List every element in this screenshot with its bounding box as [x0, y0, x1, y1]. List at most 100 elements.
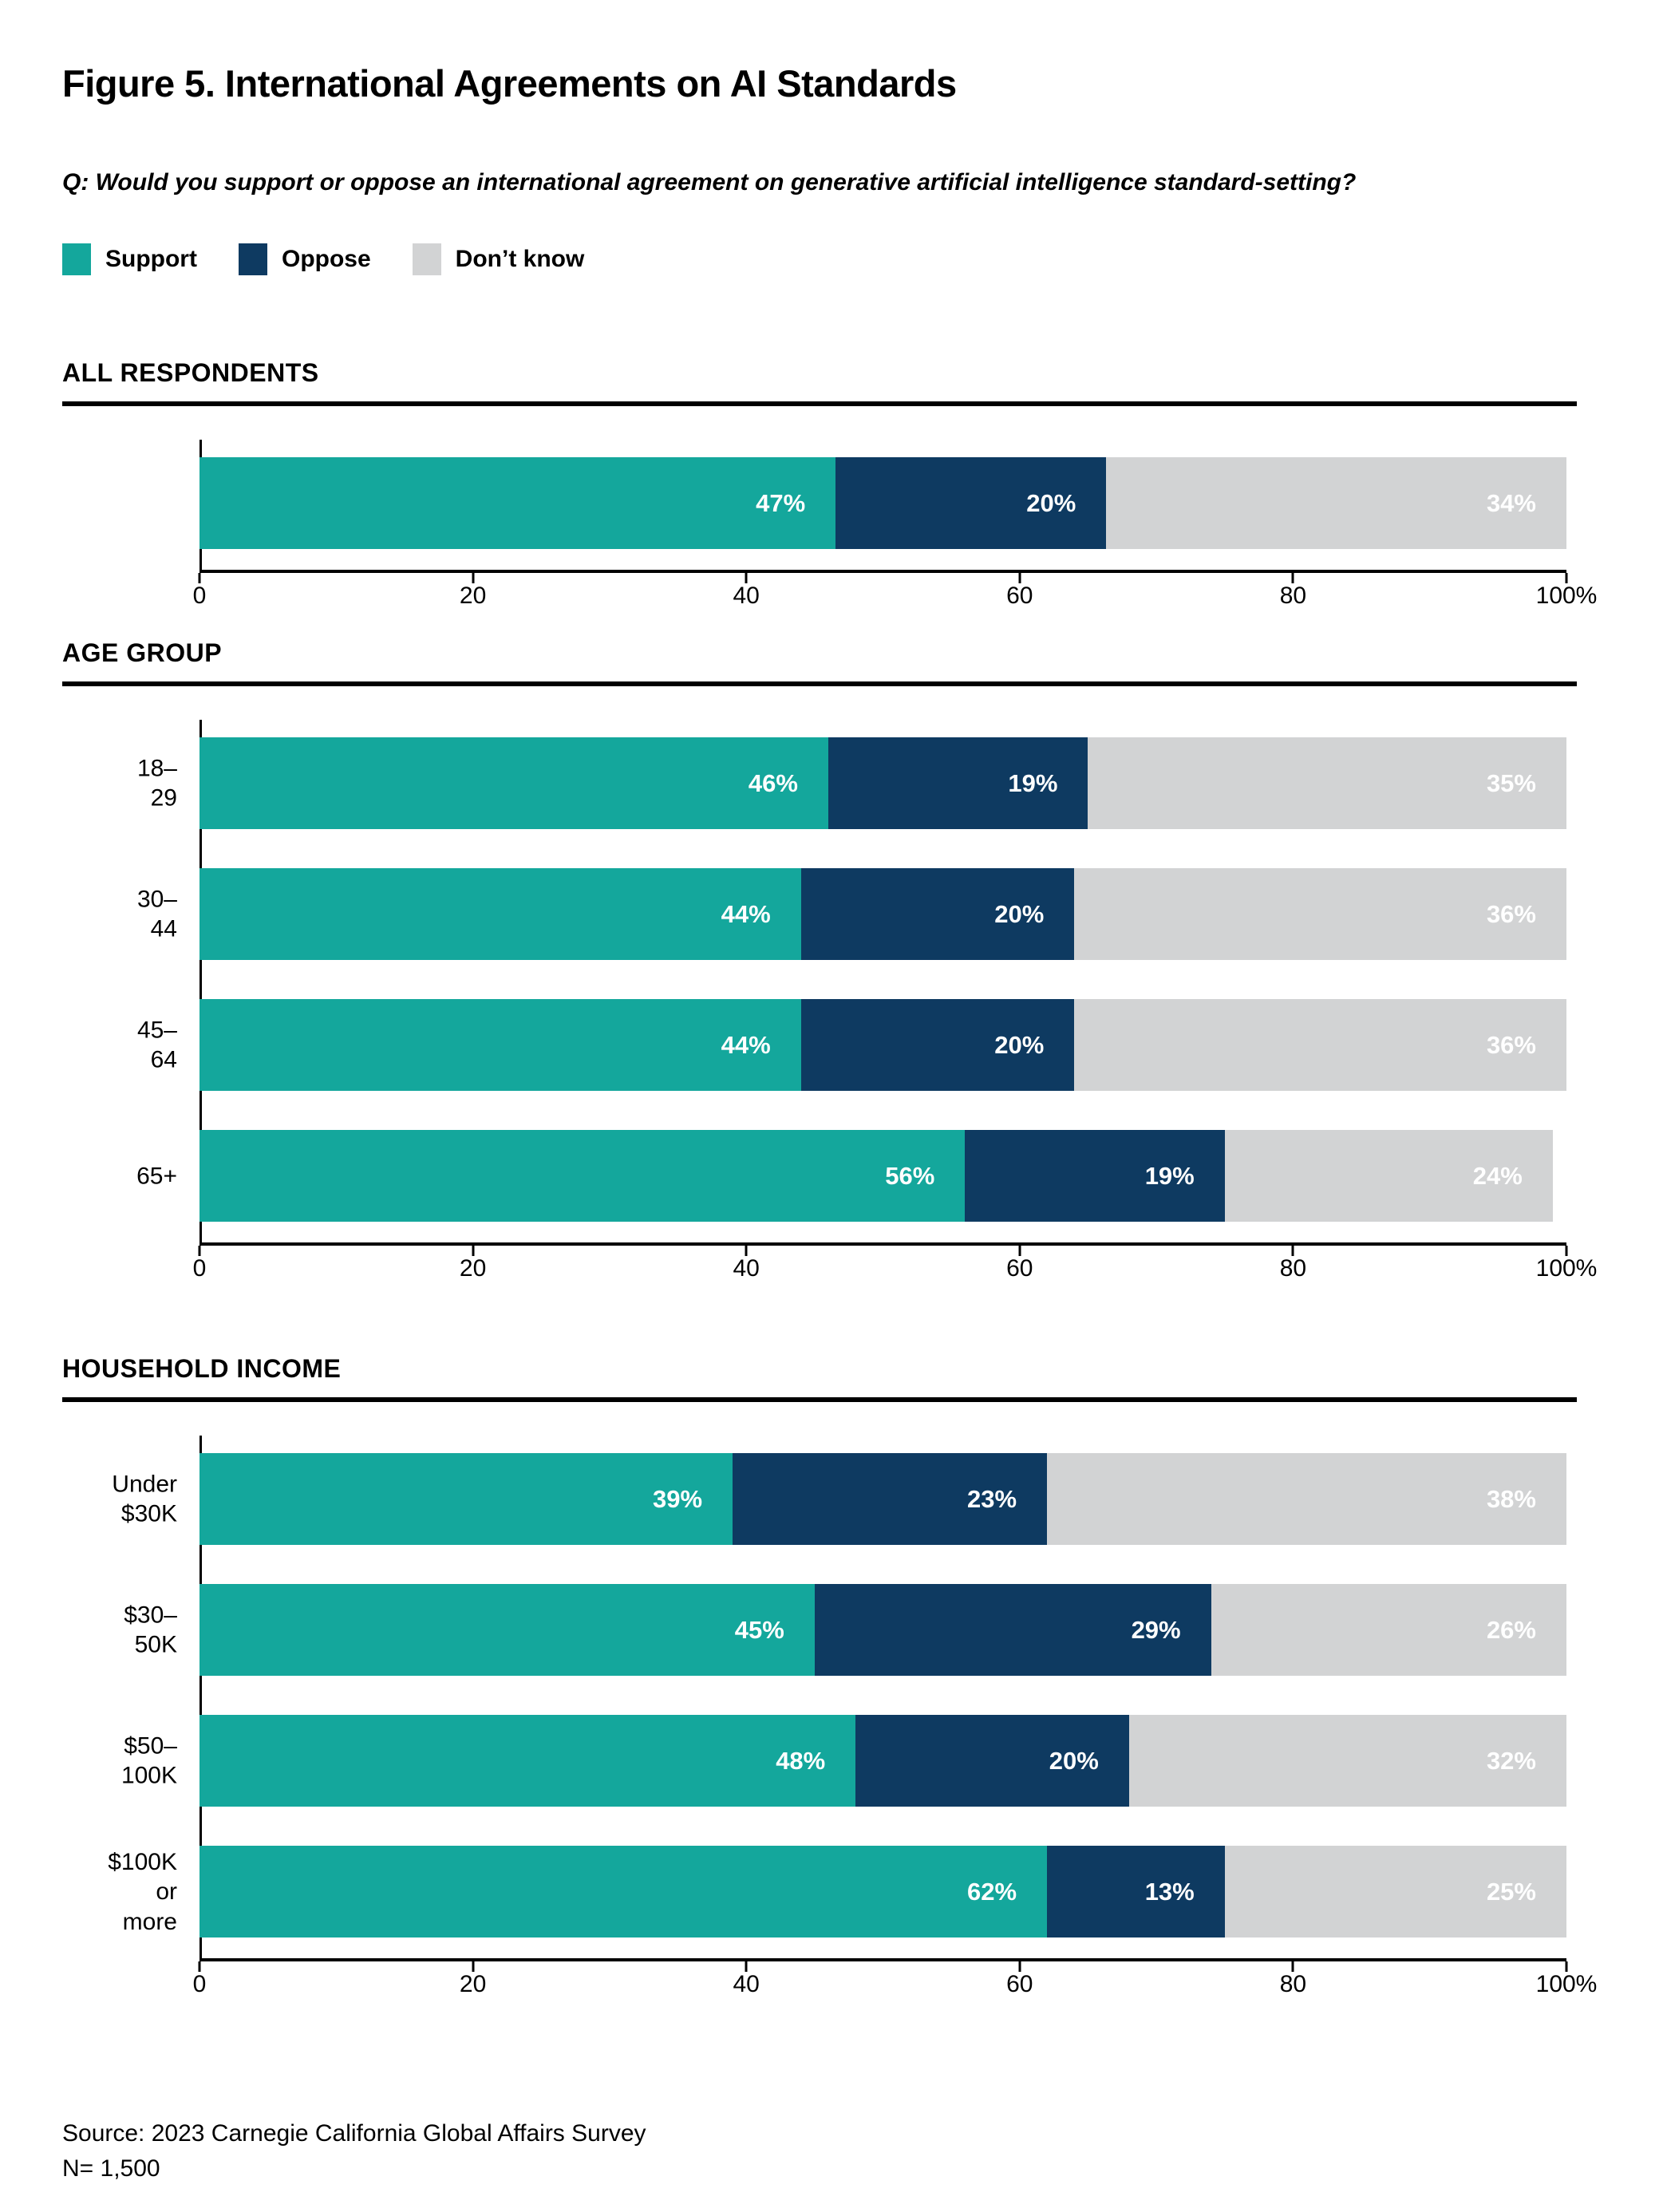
bar-segment-oppose: 20% [800, 868, 1075, 961]
axis-tick-label: 60 [1006, 1255, 1033, 1282]
x-axis [198, 1242, 1568, 1257]
axis-tick-label: 40 [733, 1971, 760, 1998]
bar-segment-don-t-know: 25% [1224, 1846, 1566, 1938]
section-all-respondents: ALL RESPONDENTS 47% 20% 34% 0 20 40 60 80 100% [62, 358, 1598, 611]
bar-segment-oppose: 20% [800, 999, 1075, 1092]
category-label: Under $30K [112, 1471, 177, 1527]
value-label: 47% [756, 488, 806, 517]
axis-tick [1291, 1246, 1294, 1257]
axis-tick-label: 80 [1279, 1971, 1307, 1998]
value-label: 26% [1486, 1615, 1536, 1644]
axis-tick [198, 573, 201, 584]
bar-row: 65+ 56% 19% 24% [136, 1130, 1566, 1223]
sample-size-text: N= 1,500 [62, 2155, 160, 2182]
bar-segment-don-t-know: 26% [1211, 1584, 1566, 1677]
axis-tick-label: 20 [459, 1255, 487, 1282]
bar-row: 47% 20% 34% [199, 457, 1566, 550]
axis-tick [745, 1246, 748, 1257]
bar-segment-support: 47% [199, 457, 836, 550]
axis-tick-labels: 0 20 40 60 80 100% [193, 583, 1598, 611]
value-label: 36% [1486, 1030, 1536, 1059]
value-label: 39% [653, 1484, 703, 1513]
value-label: 20% [1049, 1746, 1099, 1775]
legend-label-support: Support [105, 246, 197, 273]
axis-tick-label: 80 [1279, 1255, 1307, 1282]
y-axis [199, 720, 202, 1243]
legend-swatch-dont-know [412, 243, 441, 276]
axis-tick-labels: 0 20 40 60 80 100% [193, 1971, 1598, 2000]
section-rule [62, 681, 1577, 687]
bar-segment-support: 48% [199, 1715, 856, 1807]
section-header: ALL RESPONDENTS [62, 358, 319, 388]
bar-segment-don-t-know: 36% [1074, 868, 1566, 961]
bar-row: $30–50K 45% 29% 26% [124, 1584, 1566, 1677]
figure: Figure 5. International Agreements on AI… [62, 62, 1598, 2182]
axis-tick [745, 1961, 748, 1973]
bar-row: 45–64 44% 20% 36% [137, 999, 1566, 1092]
legend-label-oppose: Oppose [281, 246, 371, 273]
bar-segment-support: 44% [199, 999, 801, 1092]
bar-segment-don-t-know: 32% [1128, 1715, 1566, 1807]
category-label: $50–100K [120, 1732, 178, 1789]
bar-segment-support: 62% [199, 1846, 1048, 1938]
legend-item-support: Support [62, 243, 197, 276]
value-label: 36% [1486, 899, 1536, 928]
bar-chart: 47% 20% 34% [199, 440, 1566, 571]
category-label: 45–64 [136, 1017, 177, 1073]
value-label: 23% [967, 1484, 1017, 1513]
bar-segment-don-t-know: 35% [1088, 737, 1566, 830]
axis-tick [198, 1246, 201, 1257]
section-household-income: HOUSEHOLD INCOME Under $30K 39% 23% 38% $30–5… [62, 1354, 1598, 2000]
axis-tick-label: 0 [192, 583, 207, 610]
section-rule [62, 401, 1577, 407]
axis-tick-label: 20 [459, 1971, 487, 1998]
bar-segment-oppose: 13% [1047, 1846, 1225, 1938]
axis-tick-label: 100% [1535, 1255, 1598, 1282]
bar-segment-oppose: 29% [814, 1584, 1211, 1677]
legend-label-dont-know: Don’t know [455, 246, 585, 273]
bar-segment-support: 44% [199, 868, 801, 961]
chart-sections: ALL RESPONDENTS 47% 20% 34% 0 20 40 60 80 100% AGE… [62, 358, 1598, 2000]
value-label: 19% [1144, 1161, 1195, 1190]
bar-segment-support: 46% [199, 737, 828, 830]
bar-chart: 18–29 46% 19% 35% 30–44 44% 20% 36% 45–64 44% 20% 3… [136, 720, 1566, 1243]
axis-tick [1565, 1246, 1568, 1257]
bar-row: $50–100K 48% 20% 32% [121, 1715, 1566, 1807]
bar-segment-don-t-know: 36% [1074, 999, 1566, 1092]
axis-tick [1291, 573, 1294, 584]
value-label: 45% [734, 1615, 784, 1644]
value-label: 48% [776, 1746, 826, 1775]
bar-segment-support: 56% [199, 1130, 966, 1223]
value-label: 35% [1486, 768, 1536, 797]
section-age-group: AGE GROUP 18–29 46% 19% 35% 30–44 44% 20% 36% 45–… [62, 640, 1598, 1284]
value-label: 38% [1486, 1484, 1536, 1513]
value-label: 20% [994, 899, 1045, 928]
category-label: 65+ [136, 1163, 177, 1190]
bar-segment-don-t-know: 24% [1224, 1130, 1553, 1223]
axis-tick [198, 1961, 201, 1973]
axis-tick [472, 1961, 475, 1973]
value-label: 34% [1486, 488, 1536, 517]
y-axis [199, 1436, 202, 1959]
bar-segment-oppose: 20% [835, 457, 1107, 550]
bar-segment-oppose: 20% [855, 1715, 1129, 1807]
x-axis [198, 570, 1568, 584]
axis-tick-label: 100% [1535, 1971, 1598, 1998]
axis-tick-labels: 0 20 40 60 80 100% [193, 1255, 1598, 1284]
axis-tick-label: 80 [1279, 583, 1307, 610]
legend-swatch-oppose [238, 243, 267, 276]
axis-tick [472, 1246, 475, 1257]
axis-tick [745, 573, 748, 584]
bar-segment-oppose: 19% [965, 1130, 1225, 1223]
value-label: 19% [1008, 768, 1058, 797]
section-header: HOUSEHOLD INCOME [62, 1354, 342, 1384]
value-label: 44% [721, 1030, 771, 1059]
axis-tick-label: 40 [733, 1255, 760, 1282]
axis-tick-label: 0 [192, 1971, 207, 1998]
axis-tick [472, 573, 475, 584]
value-label: 62% [967, 1877, 1017, 1906]
axis-tick [1018, 573, 1021, 584]
axis-tick [1565, 573, 1568, 584]
figure-title: Figure 5. International Agreements on AI… [62, 62, 957, 105]
value-label: 56% [885, 1161, 935, 1190]
